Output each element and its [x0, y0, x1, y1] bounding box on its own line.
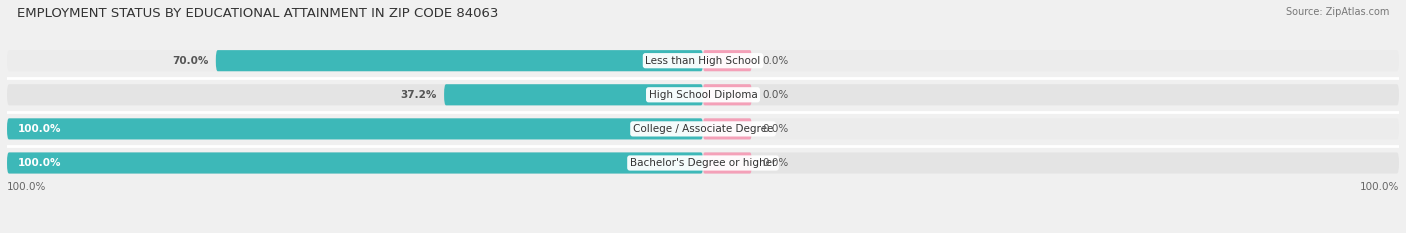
Text: 0.0%: 0.0% [762, 158, 789, 168]
FancyBboxPatch shape [7, 152, 703, 174]
FancyBboxPatch shape [7, 152, 1399, 174]
Text: 100.0%: 100.0% [17, 124, 60, 134]
Text: High School Diploma: High School Diploma [648, 90, 758, 100]
Text: Source: ZipAtlas.com: Source: ZipAtlas.com [1285, 7, 1389, 17]
Text: 37.2%: 37.2% [401, 90, 437, 100]
Text: 0.0%: 0.0% [762, 124, 789, 134]
FancyBboxPatch shape [7, 50, 1399, 71]
FancyBboxPatch shape [7, 118, 703, 140]
Text: 0.0%: 0.0% [762, 90, 789, 100]
FancyBboxPatch shape [217, 50, 703, 71]
Text: 100.0%: 100.0% [7, 182, 46, 192]
FancyBboxPatch shape [444, 84, 703, 105]
FancyBboxPatch shape [7, 118, 1399, 140]
Text: EMPLOYMENT STATUS BY EDUCATIONAL ATTAINMENT IN ZIP CODE 84063: EMPLOYMENT STATUS BY EDUCATIONAL ATTAINM… [17, 7, 498, 20]
Text: Less than High School: Less than High School [645, 56, 761, 66]
FancyBboxPatch shape [7, 84, 1399, 105]
FancyBboxPatch shape [703, 152, 752, 174]
Text: 100.0%: 100.0% [1360, 182, 1399, 192]
Text: 0.0%: 0.0% [762, 56, 789, 66]
FancyBboxPatch shape [703, 118, 752, 140]
Text: College / Associate Degree: College / Associate Degree [633, 124, 773, 134]
Text: 100.0%: 100.0% [17, 158, 60, 168]
FancyBboxPatch shape [703, 50, 752, 71]
Text: Bachelor's Degree or higher: Bachelor's Degree or higher [630, 158, 776, 168]
Text: 70.0%: 70.0% [173, 56, 209, 66]
FancyBboxPatch shape [703, 84, 752, 105]
